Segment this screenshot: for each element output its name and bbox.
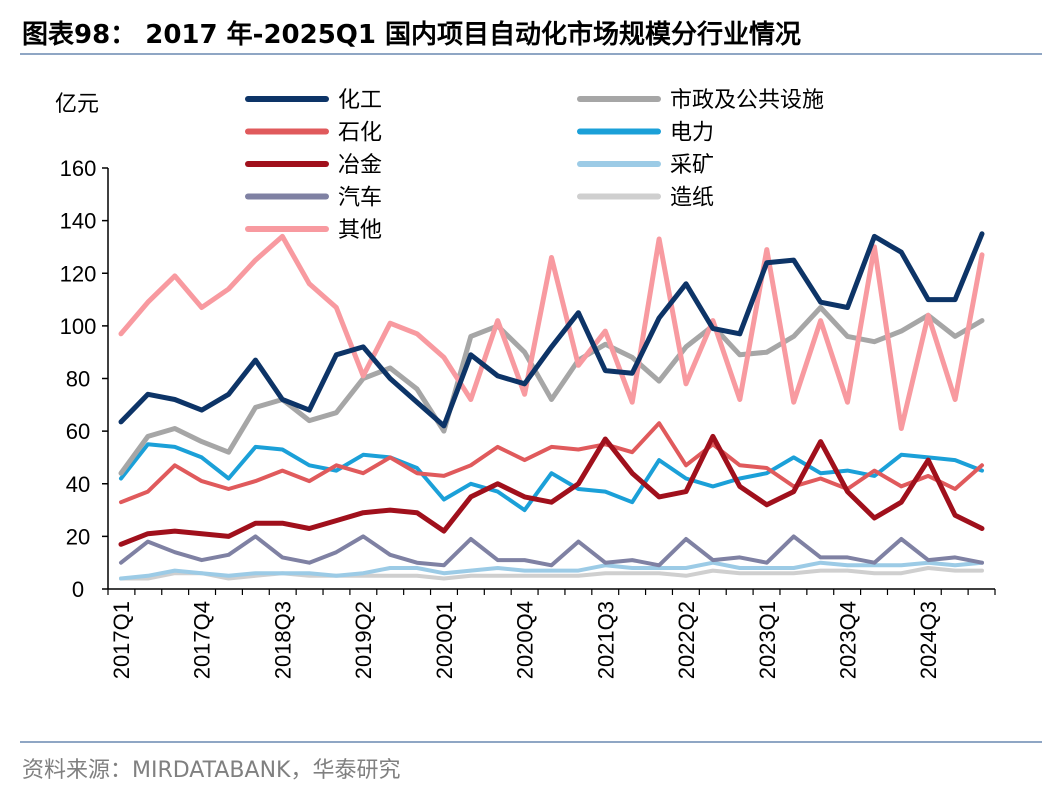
legend-item: 化工 [245, 88, 382, 113]
x-tick-label: 2023Q1 [755, 601, 780, 679]
y-tick-label: 120 [60, 261, 97, 286]
series-line [118, 433, 985, 547]
legend-item: 其他 [245, 218, 382, 243]
x-tick-label: 2019Q2 [351, 601, 376, 679]
y-tick-label: 20 [66, 524, 90, 549]
y-tick-label: 140 [60, 209, 97, 234]
y-tick-label: 0 [72, 577, 84, 602]
series-line [119, 421, 984, 505]
series-line [119, 560, 984, 581]
source-note: 资料来源：MIRDATABANK，华泰研究 [22, 758, 401, 783]
chart-title: 图表98： 2017 年-2025Q1 国内项目自动化市场规模分行业情况 [22, 20, 802, 50]
x-tick-label: 2022Q2 [674, 601, 699, 679]
x-tick-label: 2024Q3 [916, 601, 941, 679]
legend-item: 市政及公共设施 [577, 88, 824, 113]
series-line [118, 231, 985, 429]
x-tick-label: 2020Q4 [513, 601, 538, 679]
legend-label: 市政及公共设施 [670, 88, 824, 113]
x-tick-label: 2017Q1 [109, 601, 134, 679]
legend-label: 汽车 [338, 186, 382, 211]
x-tick-label: 2020Q1 [432, 601, 457, 679]
chart-axes: 0 20 40 60 80 100 120 140 160 2017Q1 2017Q4 2018Q3 2… [60, 156, 996, 679]
legend-item: 采矿 [577, 153, 714, 178]
series-line [118, 305, 985, 476]
footer-divider [20, 741, 1042, 743]
y-axis-unit-label: 亿元 [55, 92, 99, 117]
x-tick-label: 2017Q4 [190, 601, 215, 679]
legend-label: 冶金 [338, 153, 382, 178]
y-tick-label: 160 [60, 156, 97, 181]
legend-item: 冶金 [245, 153, 382, 178]
x-tick-label: 2018Q3 [270, 601, 295, 679]
x-tick-label: 2023Q4 [835, 601, 860, 679]
title-divider [20, 53, 1042, 55]
legend-label: 采矿 [670, 153, 714, 178]
y-tick-label: 100 [60, 314, 97, 339]
legend-item: 石化 [245, 121, 382, 146]
legend-label: 造纸 [670, 186, 714, 211]
legend-item: 造纸 [577, 186, 714, 211]
legend-label: 电力 [670, 121, 714, 146]
legend-label: 其他 [338, 218, 382, 243]
series-layer [118, 231, 985, 581]
y-tick-label: 40 [66, 472, 90, 497]
legend-item: 汽车 [245, 186, 382, 211]
line-chart: 亿元 0 20 40 60 80 100 120 140 160 2017Q1 2017Q4 2018… [55, 88, 996, 679]
legend-label: 石化 [338, 121, 382, 146]
y-tick-label: 60 [66, 419, 90, 444]
legend-label: 化工 [338, 88, 382, 113]
legend-item: 电力 [577, 121, 714, 146]
x-tick-label: 2021Q3 [593, 601, 618, 679]
series-line [118, 233, 985, 431]
series-line [119, 534, 984, 568]
y-tick-label: 80 [66, 367, 90, 392]
